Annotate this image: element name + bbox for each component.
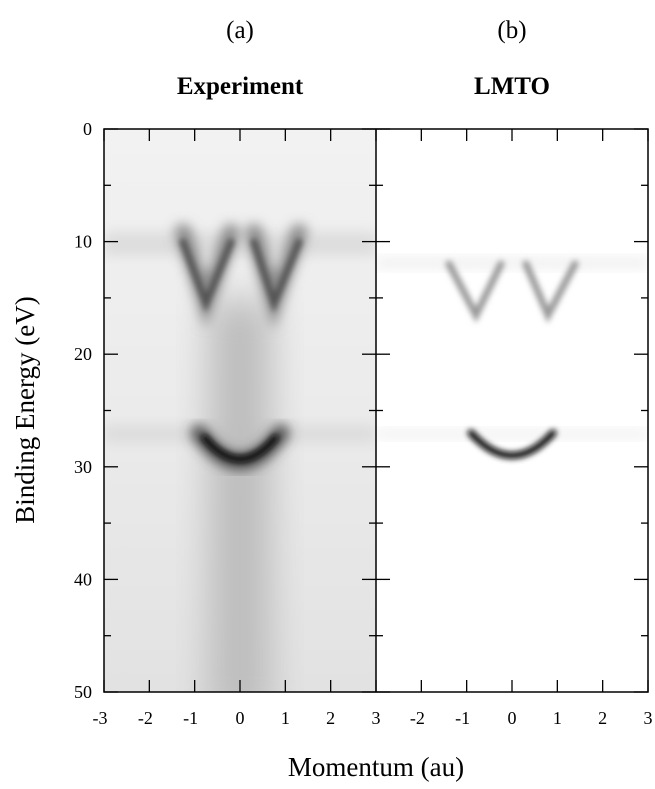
x-tick-label: 1 (281, 708, 290, 728)
y-tick-label: 50 (74, 682, 92, 702)
y-tick-label: 40 (74, 569, 92, 589)
x-tick-label: 1 (553, 708, 562, 728)
experiment-image (104, 129, 376, 692)
x-axis-label: Momentum (au) (288, 752, 464, 782)
x-tick-label: 0 (508, 708, 517, 728)
y-tick-label: 0 (83, 119, 92, 139)
lmto-image (376, 129, 648, 692)
panel-label: (a) (226, 17, 254, 44)
x-tick-label: -2 (138, 708, 153, 728)
x-tick-label: -1 (455, 708, 470, 728)
y-tick-label: 20 (74, 344, 92, 364)
panel-title: Experiment (177, 73, 304, 100)
y-tick-label: 10 (74, 232, 92, 252)
x-tick-label: -1 (183, 708, 198, 728)
y-tick-label: 30 (74, 457, 92, 477)
x-tick-label: -2 (410, 708, 425, 728)
x-tick-label: 3 (644, 708, 653, 728)
panel-title: LMTO (474, 73, 550, 100)
x-tick-label: 2 (326, 708, 335, 728)
x-tick-label: -3 (93, 708, 108, 728)
x-tick-label: 3 (372, 708, 381, 728)
y-axis-label: Binding Energy (eV) (10, 296, 40, 523)
x-tick-label: 0 (236, 708, 245, 728)
x-tick-label: 2 (598, 708, 607, 728)
panel-label: (b) (497, 17, 526, 44)
